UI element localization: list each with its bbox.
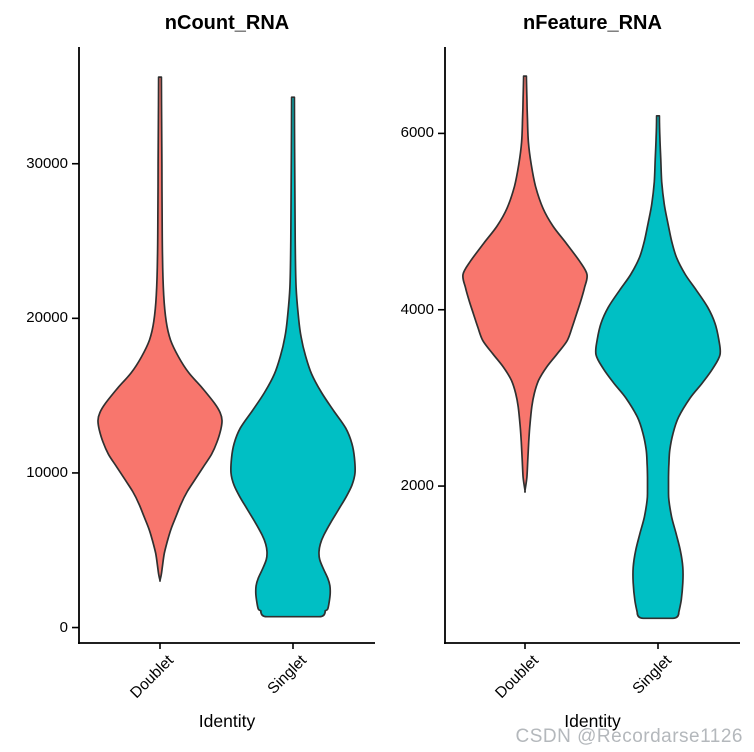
violin-singlet-ncount_rna — [230, 96, 356, 618]
violin-doublet-nfeature_rna — [461, 75, 589, 493]
y-tick-label: 30000 — [26, 154, 68, 172]
x-axis-title-right: Identity — [564, 711, 621, 731]
y-tick-label: 4000 — [400, 300, 434, 318]
y-tick-label: 20000 — [26, 309, 68, 327]
panel-title-ncount-rna: nCount_RNA — [164, 12, 290, 34]
violin-doublet-ncount_rna — [97, 76, 223, 582]
y-tick-label: 10000 — [26, 463, 68, 481]
violin-singlet-nfeature_rna — [594, 114, 722, 620]
y-tick-label: 0 — [59, 618, 68, 636]
y-tick-label: 6000 — [400, 124, 434, 142]
watermark-text: CSDN @Recordarse1126 — [515, 726, 743, 747]
panel-title-nfeature-rna: nFeature_RNA — [523, 12, 662, 34]
y-tick-label: 2000 — [400, 477, 434, 495]
x-axis-title-left: Identity — [198, 711, 256, 731]
